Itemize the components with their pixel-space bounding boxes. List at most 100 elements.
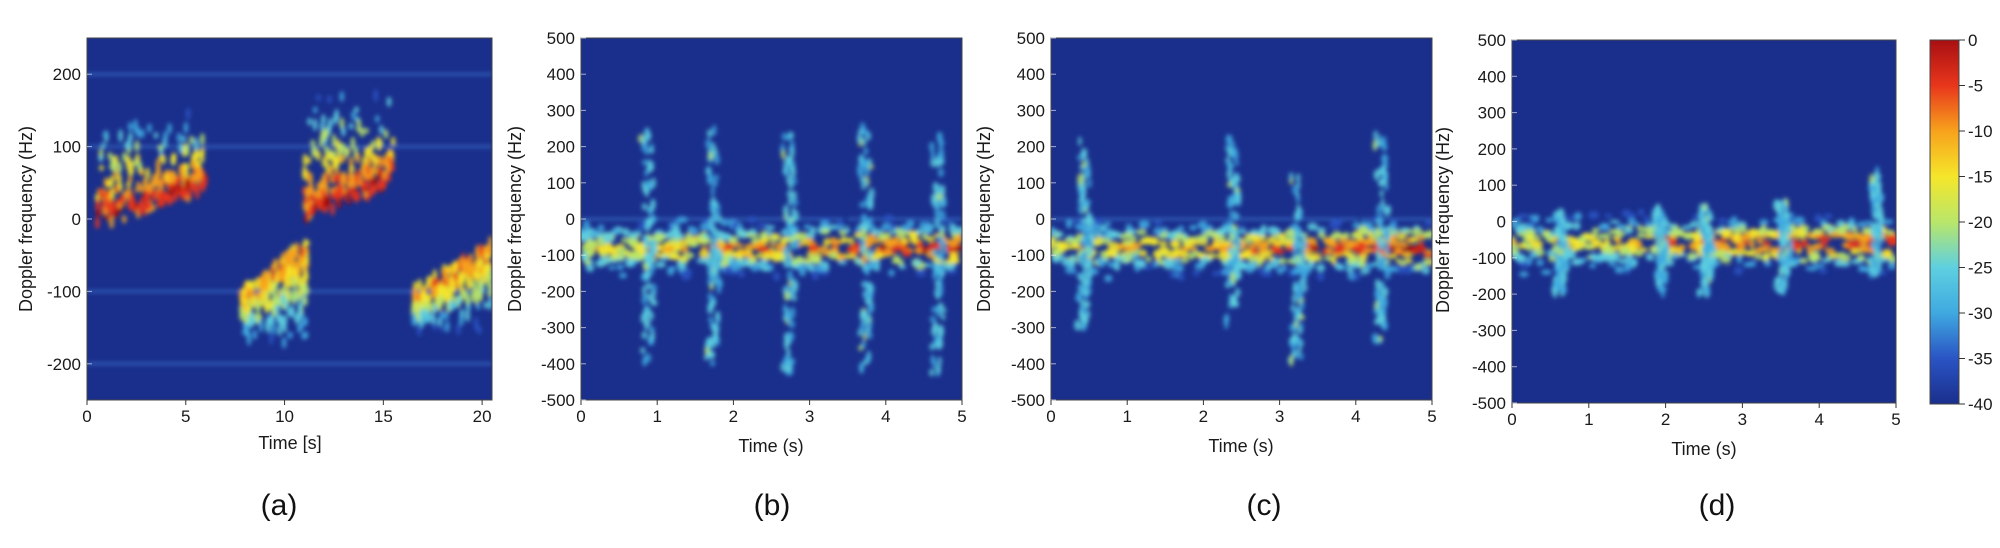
y-tick-label: 300 [1478,104,1506,123]
spectrum-cell [940,313,946,321]
spectrum-cell [269,313,275,323]
spectrum-cell [1394,246,1403,255]
colorbar-tick-label: 0 [1968,31,1977,50]
spectrum-cell [312,118,318,131]
spectrum-cell [717,231,729,241]
spectrum-cell [134,186,140,193]
spectrum-cell [618,272,628,279]
spectrum-cell [1173,258,1182,264]
spectrum-cell [622,227,630,237]
spectrum-cell [376,136,381,148]
spectrum-cell [244,323,250,338]
spectrum-cell [473,316,479,331]
x-tick-label: 3 [805,407,814,426]
spectrum-cell [1289,323,1296,332]
spectrum-cell [629,239,640,248]
spectrum-cell [478,290,484,302]
panel-b-y-label: Doppler frequency (Hz) [505,126,525,312]
x-tick-label: 0 [576,407,585,426]
spectrum-cell [772,251,784,260]
spectrum-cell [1654,271,1662,282]
spectrum-cell [367,157,373,165]
spectrum-cell [354,106,359,114]
spectrum-cell [199,154,205,164]
spectrum-cell [901,236,908,245]
spectrum-cell [940,198,946,208]
spectrum-cell [948,225,959,234]
spectrum-cell [1382,154,1389,162]
spectrum-cell [1414,262,1423,271]
spectrum-cell [373,156,378,165]
spectrum-cell [260,290,266,299]
spectrum-cell [1636,232,1646,239]
spectrum-cell [1775,200,1783,207]
spectrum-cell [1878,270,1887,276]
spectrum-cell [425,276,431,286]
spectrum-cell [861,179,869,188]
spectrum-cell [688,227,699,235]
spectrum-cell [370,176,376,186]
x-tick-label: 0 [1046,407,1055,426]
spectrum-cell [1330,256,1337,265]
colorbar-tick-label: -30 [1968,304,1993,323]
spectrum-cell [1148,236,1159,246]
spectrum-cell [478,243,484,256]
spectrum-cell [859,326,866,335]
x-tick-label: 3 [1738,410,1747,429]
spectrum-cell [134,125,140,135]
spectrum-cell [939,158,945,166]
spectrum-cell [304,202,310,213]
spectrum-cell [277,267,282,281]
spectrum-cell [1519,271,1529,278]
spectrum-cell [167,123,173,135]
spectrum-cell [581,227,586,234]
spectrum-cell [373,89,379,102]
panel-d: 500 400 300 200 100 0 -100 -200 -300 -400 -500 0 1 2… [1433,31,1901,522]
spectrum-cell [841,217,850,226]
spectrum-cell [1204,229,1217,237]
spectrum-cell [938,324,945,337]
spectrum-cell [241,287,247,296]
spectrum-cell [1244,233,1255,239]
spectrum-cell [1153,227,1165,235]
spectrum-cell [1288,172,1294,182]
spectrum-cell [355,152,361,164]
spectrum-cell [1212,270,1219,277]
spectrum-cell [1609,219,1620,224]
spectrum-cell [1064,267,1077,274]
spectrum-cell [897,259,905,267]
spectrum-cell [1329,220,1341,230]
spectrum-cell [329,192,335,200]
spectrum-cell [1577,234,1588,244]
spectrum-cell [1078,260,1085,267]
spectrum-cell [755,241,766,246]
spectrum-cell [788,147,795,159]
spectrum-cell [340,171,346,184]
spectrum-cell [1153,220,1163,226]
spectrum-cell [823,237,830,247]
spectrum-cell [1113,262,1121,271]
spectrum-cell [1396,265,1408,275]
spectrum-cell [350,189,356,199]
spectrum-cell [1422,258,1431,266]
spectrum-cell [928,368,935,377]
spectrum-cell [716,278,723,289]
spectrum-cell [139,169,145,177]
spectrum-cell [1851,248,1862,255]
spectrum-cell [104,214,110,222]
spectrum-cell [938,302,944,310]
spectrum-cell [1525,242,1533,252]
spectrum-cell [765,225,776,230]
spectrum-cell [709,359,716,367]
y-tick-label: 400 [547,65,575,84]
y-tick-label: 0 [1497,213,1506,232]
spectrum-cell [439,324,445,332]
spectrum-cell [859,201,865,209]
spectrum-cell [1536,225,1545,234]
spectrum-cell [1087,178,1092,189]
spectrum-cell [674,233,685,239]
spectrum-cell [106,180,112,188]
spectrum-cell [1082,271,1089,281]
spectrum-cell [786,155,793,166]
spectrum-cell [368,144,374,155]
